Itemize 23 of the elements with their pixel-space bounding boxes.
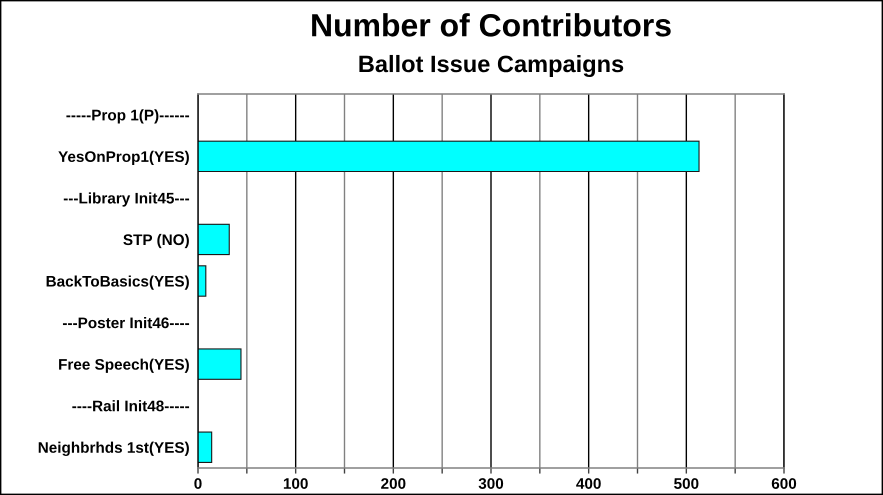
y-tick-label: ----Rail Init48----- (72, 400, 190, 412)
y-tick-label: Neighbrhds 1st(YES) (38, 442, 189, 456)
chart-title: Number of Contributors (312, 13, 671, 37)
x-tick-label: 500 (674, 478, 698, 489)
x-tick-label: 600 (772, 478, 796, 489)
bar (198, 348, 242, 380)
x-tick-label: 100 (284, 478, 308, 489)
y-tick-label: ---Poster Init46---- (62, 317, 190, 328)
y-tick-label: STP (NO) (123, 234, 189, 248)
x-tick-label: 300 (478, 478, 504, 489)
y-tick-label: Free Speech(YES) (59, 358, 189, 373)
y-tick-label: -----Prop 1(P)------ (66, 109, 190, 124)
y-tick-label: ---Library Init45--- (64, 192, 190, 207)
bar (198, 140, 700, 172)
bar (198, 265, 206, 297)
chart-subtitle: Ballot Issue Campaigns (359, 54, 624, 78)
y-tick-label: BackToBasics(YES) (46, 275, 189, 290)
x-tick-label: 0 (194, 478, 202, 489)
bar (198, 224, 230, 256)
x-tick-label: 400 (576, 478, 601, 489)
x-tick-label: 200 (381, 478, 406, 489)
y-tick-label: YesOnProp1(YES) (58, 150, 189, 166)
bar (198, 432, 212, 463)
